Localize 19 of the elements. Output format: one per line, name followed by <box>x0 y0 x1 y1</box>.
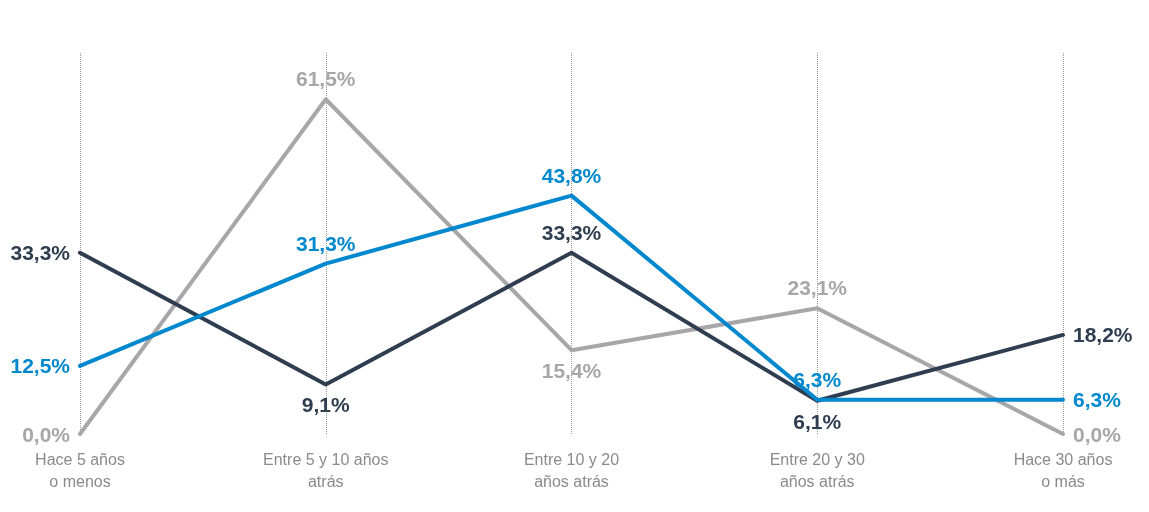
x-tick-label: Entre 5 y 10 años atrás <box>263 450 389 490</box>
data-label: 12,5% <box>10 354 71 378</box>
data-label: 33,3% <box>541 220 602 244</box>
data-label: 6,1% <box>793 409 842 433</box>
x-tick-label: Hace 30 años o más <box>1013 450 1113 490</box>
data-label: 0,0% <box>22 422 71 446</box>
x-tick-label: Entre 20 y 30 años atrás <box>769 450 865 490</box>
data-label: 6,3% <box>1073 388 1122 412</box>
data-label: 9,1% <box>301 393 351 417</box>
data-label: 15,4% <box>541 359 602 383</box>
x-tick-label: Entre 10 y 20 años atrás <box>523 450 620 490</box>
data-label: 23,1% <box>787 276 848 300</box>
data-label: 61,5% <box>295 67 356 91</box>
data-label: 18,2% <box>1073 323 1133 347</box>
data-label: 0,0% <box>1073 422 1122 446</box>
data-label: 43,8% <box>541 163 602 187</box>
data-label: 33,3% <box>10 241 71 265</box>
data-label: 31,3% <box>295 231 356 255</box>
x-tick-label: Hace 5 años o menos <box>35 450 125 490</box>
